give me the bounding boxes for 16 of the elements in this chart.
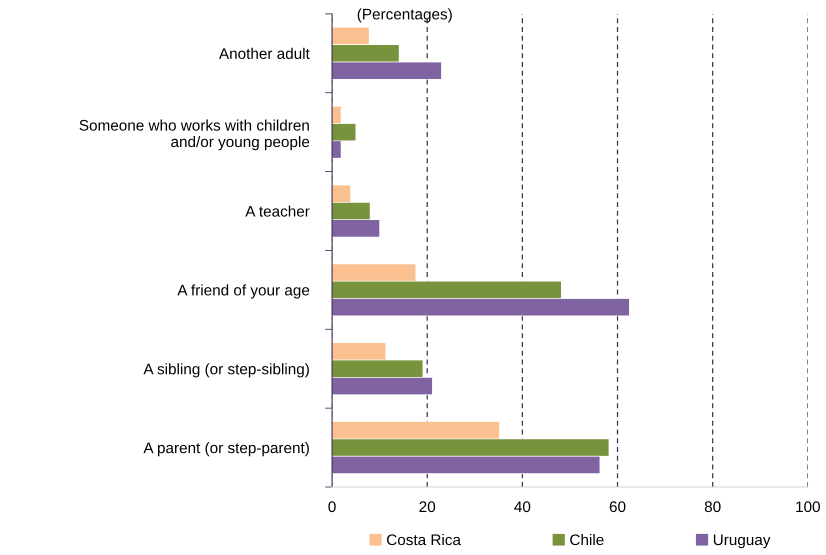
x-tick-label: 0 bbox=[328, 501, 336, 512]
legend-label: Uruguay bbox=[714, 534, 770, 548]
y-tick-label: A teacher bbox=[245, 205, 310, 217]
y-tick-label: A parent (or step-parent) bbox=[143, 442, 309, 456]
x-tick-label: 40 bbox=[514, 501, 530, 512]
y-tick-label: A friend of your age bbox=[177, 284, 310, 299]
x-tick-label: 100 bbox=[796, 501, 820, 512]
legend-label: Chile bbox=[570, 534, 604, 546]
y-tick-label: Someone who works with children and/or young people bbox=[80, 120, 310, 150]
legend-label: Costa Rica bbox=[387, 534, 461, 546]
x-tick-label: 80 bbox=[704, 501, 721, 512]
x-tick-label: 20 bbox=[419, 501, 436, 512]
chart-subtitle: (Percentages) bbox=[358, 8, 452, 23]
y-tick-label: Another adult bbox=[218, 48, 310, 59]
x-tick-label: 60 bbox=[610, 501, 626, 512]
y-tick-label: A sibling (or step-sibling) bbox=[143, 363, 309, 378]
